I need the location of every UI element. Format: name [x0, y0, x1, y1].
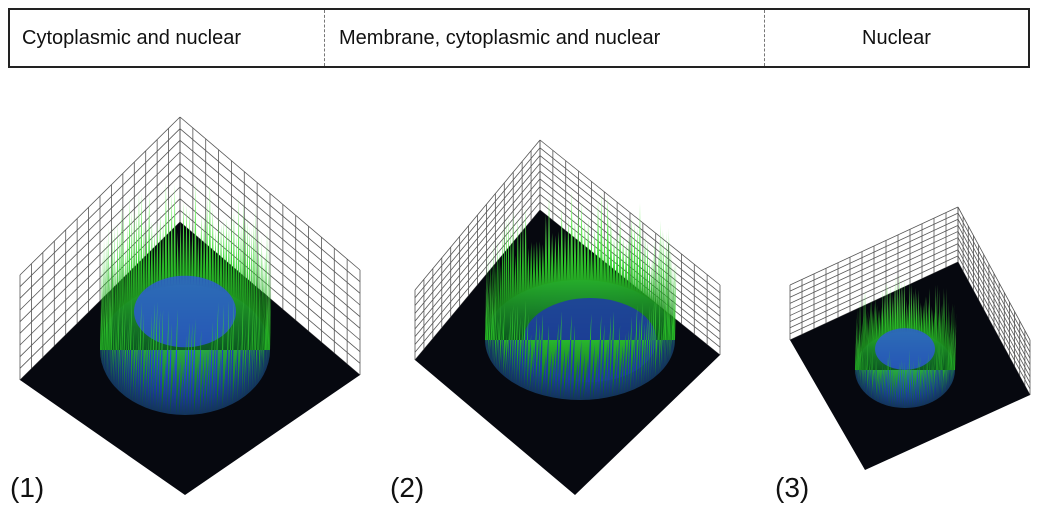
panel-label: (2): [390, 472, 424, 504]
signal-center: [134, 276, 236, 348]
surface-plots: [0, 0, 1040, 511]
panel-label: (1): [10, 472, 44, 504]
figure: Cytoplasmic and nuclear Membrane, cytopl…: [0, 0, 1040, 511]
signal-center: [875, 328, 935, 370]
panel-label: (3): [775, 472, 809, 504]
